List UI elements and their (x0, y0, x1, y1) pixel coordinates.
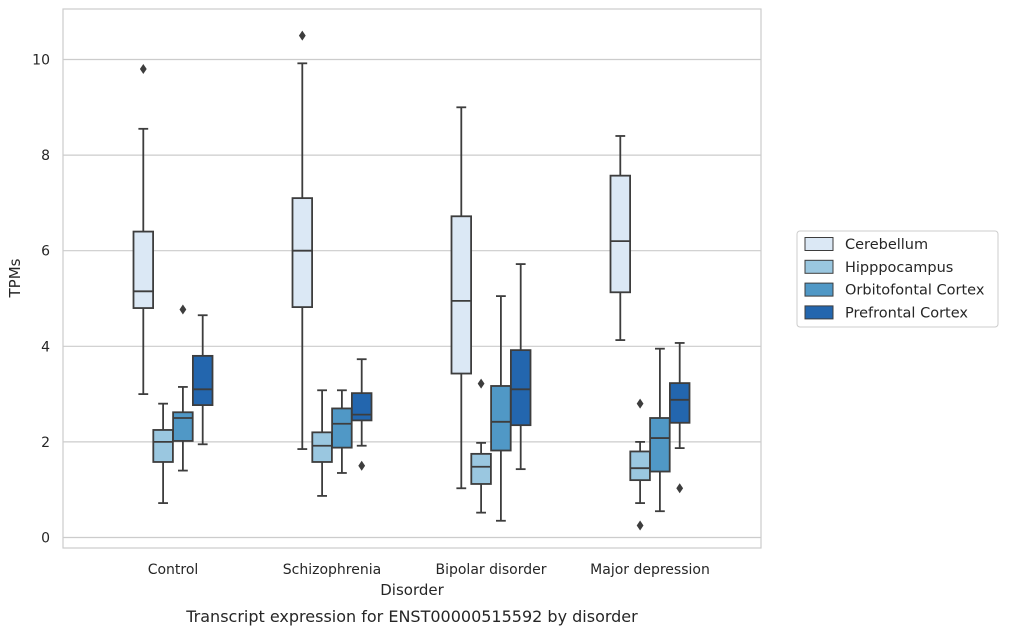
box (291, 30, 314, 450)
box (669, 342, 691, 494)
box-iqr (450, 215, 473, 375)
outlier-point (477, 378, 485, 389)
series-prefrontal-cortex (191, 263, 691, 494)
outlier-point (358, 460, 366, 471)
legend-label: Prefrontal Cortex (845, 305, 968, 321)
outlier-point (139, 64, 147, 75)
outlier-point (676, 483, 684, 494)
box (132, 64, 155, 396)
y-tick-label: 8 (41, 148, 50, 164)
y-tick-label: 10 (32, 53, 50, 69)
box (450, 106, 473, 490)
outlier-point (636, 398, 644, 409)
box (509, 263, 532, 471)
x-axis-label: Disorder (380, 581, 444, 599)
x-tick-label: Bipolar disorder (435, 562, 546, 578)
box (191, 314, 214, 446)
legend-label: Hipppocampus (845, 260, 953, 276)
legend-label: Orbitofontal Cortex (845, 283, 985, 299)
box-iqr (172, 411, 194, 442)
box-iqr (132, 230, 155, 309)
box (629, 398, 651, 531)
box (609, 135, 632, 341)
figure-caption: Transcript expression for ENST0000051559… (185, 607, 638, 626)
box-series (132, 30, 691, 531)
plot-area-frame (62, 8, 762, 549)
box (490, 295, 512, 522)
x-tick-label: Control (148, 562, 199, 578)
y-tick-label: 4 (41, 339, 50, 355)
box-iqr (291, 197, 314, 309)
box-iqr (350, 392, 373, 422)
gridlines (63, 58, 761, 539)
box-iqr (509, 349, 532, 427)
box-iqr (331, 407, 353, 449)
box (470, 378, 492, 514)
outlier-point (636, 520, 644, 531)
y-tick-label: 0 (41, 531, 50, 547)
legend-swatch (804, 237, 834, 251)
box-iqr (311, 431, 333, 463)
y-tick-label: 2 (41, 435, 50, 451)
box-iqr (669, 382, 691, 424)
legend-swatch (804, 282, 834, 297)
box-iqr (490, 385, 512, 452)
box (311, 389, 333, 497)
x-tick-label: Schizophrenia (283, 562, 381, 578)
box (331, 389, 353, 474)
y-axis-label: TPMs (6, 258, 24, 298)
series-orbitofontal-cortex (172, 295, 671, 522)
x-axis-ticks: Control Schizophrenia Bipolar disorder Majo… (148, 562, 710, 578)
box-iqr (629, 450, 651, 482)
y-tick-label: 6 (41, 244, 50, 260)
box-iqr (470, 452, 492, 485)
legend-label: Cerebellum (845, 237, 928, 253)
legend: Cerebellum Hipppocampus Orbitofontal Corte… (796, 230, 999, 328)
box-iqr (609, 174, 632, 294)
x-tick-label: Major depression (590, 562, 710, 578)
series-hipppocampus (152, 378, 651, 531)
y-axis-ticks: 0 2 4 6 8 10 (32, 53, 50, 547)
outlier-point (179, 304, 187, 315)
series-cerebellum (132, 30, 632, 490)
box-iqr (649, 417, 671, 473)
legend-swatch (804, 305, 834, 320)
box-iqr (191, 354, 214, 406)
box (350, 358, 373, 471)
legend-items: Cerebellum Hipppocampus Orbitofontal Corte… (804, 237, 985, 321)
legend-frame (796, 230, 999, 328)
box-iqr (152, 429, 174, 463)
box (152, 402, 174, 504)
legend-swatch (804, 259, 834, 274)
box (649, 347, 671, 513)
box (172, 304, 194, 472)
outlier-point (298, 30, 306, 41)
